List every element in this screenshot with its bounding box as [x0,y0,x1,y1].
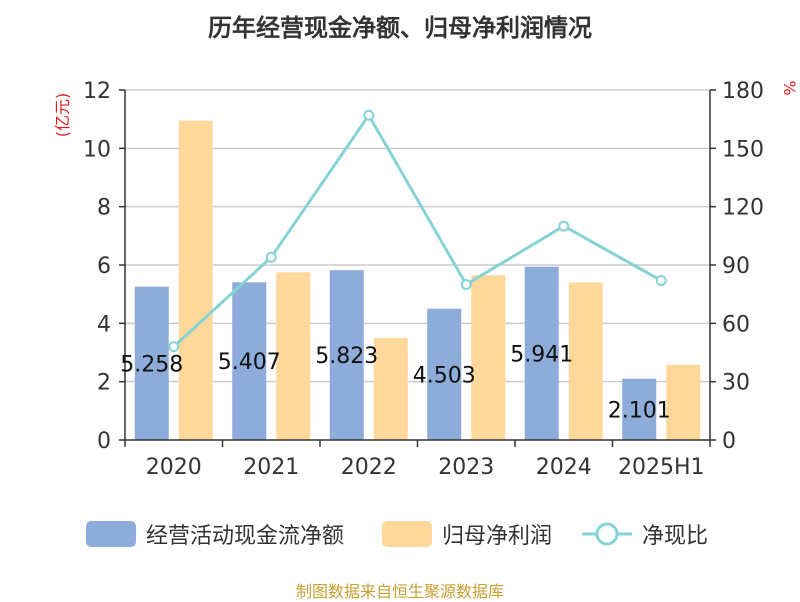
data-label-cash-flow: 5.407 [218,350,281,375]
x-tick-label: 2024 [536,455,592,480]
bar-cash-flow [134,286,169,440]
ratio-point [558,220,570,232]
bar-cash-flow [427,308,462,440]
left-tick-label: 8 [97,196,111,221]
legend-item-ratio[interactable]: 净现比 [582,516,708,552]
chart-title: 历年经营现金净额、归母净利润情况 [208,14,592,42]
right-tick-label: 30 [722,371,750,396]
left-tick-label: 12 [83,79,111,104]
ratio-point [460,278,472,290]
ratio-point [265,251,277,263]
ratio-point [655,275,667,287]
right-tick-label: 60 [722,312,750,337]
bar-cash-flow [329,270,364,440]
right-tick-label: 150 [722,137,764,162]
bar-net-profit [666,364,701,440]
legend-swatch-net-profit [382,521,432,547]
x-tick-label: 2025H1 [618,455,705,480]
bar-cash-flow [622,378,657,440]
x-tick-label: 2021 [243,455,299,480]
bar-net-profit [568,282,603,440]
x-tick-label: 2023 [438,455,494,480]
left-tick-label: 10 [83,137,111,162]
bar-cash-flow [524,266,559,440]
right-tick-label: 120 [722,196,764,221]
right-axis-unit: % [780,80,799,95]
ratio-line-group [168,109,667,353]
right-tick-label: 0 [722,429,736,454]
data-label-cash-flow: 5.258 [120,352,183,377]
x-tick-label: 2020 [146,455,202,480]
grid-lines [125,89,710,383]
left-tick-label: 6 [97,254,111,279]
legend-swatch-cash-flow [86,521,136,547]
left-axis-unit: (亿元) [53,93,72,138]
right-tick-label: 90 [722,254,750,279]
legend: 经营活动现金流净额 归母净利润 净现比 [0,516,800,552]
left-tick-label: 4 [97,312,111,337]
legend-label-ratio: 净现比 [642,524,709,549]
source-note: 制图数据来自恒生聚源数据库 [295,582,504,601]
bar-net-profit [276,272,311,440]
legend-swatch-ratio [582,522,632,546]
left-tick-label: 0 [97,429,111,454]
data-label-cash-flow: 2.101 [608,398,671,423]
bar-net-profit [471,275,506,440]
data-label-cash-flow: 5.823 [315,344,378,369]
legend-item-cash-flow[interactable]: 经营活动现金流净额 [86,516,344,552]
bar-net-profit [178,120,213,440]
right-tick-label: 180 [722,79,764,104]
data-label-cash-flow: 5.941 [510,342,573,367]
x-tick-label: 2022 [341,455,397,480]
legend-item-net-profit[interactable]: 归母净利润 [382,516,552,552]
bars [134,120,701,440]
left-tick-label: 2 [97,371,111,396]
bar-cash-flow [232,282,267,440]
ratio-point [168,341,180,353]
legend-label-cash-flow: 经营活动现金流净额 [146,524,345,549]
legend-label-net-profit: 归母净利润 [442,524,553,549]
bar-net-profit [373,337,408,440]
ratio-line [172,112,662,348]
data-labels: 5.258 5.407 5.823 4.503 5.941 2.101 [120,342,670,423]
ratio-point [363,109,375,121]
data-label-cash-flow: 4.503 [413,363,476,388]
